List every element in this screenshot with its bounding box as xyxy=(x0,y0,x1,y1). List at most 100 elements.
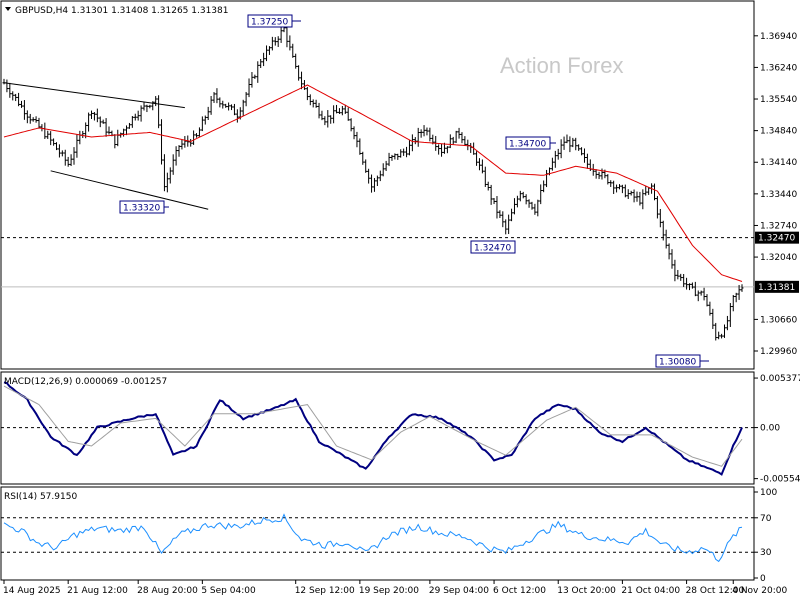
price-bar xyxy=(142,101,146,111)
price-bar xyxy=(57,144,61,158)
price-bar xyxy=(641,189,645,210)
price-bar xyxy=(667,243,671,260)
macd-axis-label: -0.005543 xyxy=(760,475,800,485)
price-bar xyxy=(174,146,178,166)
time-axis-label: 12 Sep 12:00 xyxy=(295,586,355,596)
price-bar xyxy=(387,152,391,167)
price-bar xyxy=(655,196,659,219)
price-bar xyxy=(475,151,479,166)
annotation-text: 1.30080 xyxy=(659,358,696,368)
price-bar xyxy=(699,290,703,296)
price-bar xyxy=(154,96,158,107)
price-bar xyxy=(197,127,201,137)
price-bar xyxy=(728,303,732,327)
price-bar xyxy=(556,148,560,160)
price-bar xyxy=(679,273,683,281)
price-bar xyxy=(288,35,292,51)
price-bar xyxy=(454,130,458,143)
price-bar xyxy=(28,113,32,124)
price-bar xyxy=(483,166,487,187)
price-annotation: 1.37250 xyxy=(247,14,301,28)
price-bar xyxy=(711,308,715,330)
price-bar xyxy=(370,174,374,193)
price-bar xyxy=(460,132,464,144)
price-bar xyxy=(279,27,283,43)
price-bar xyxy=(390,154,394,161)
price-bar xyxy=(734,292,738,303)
price-bar xyxy=(539,184,543,205)
time-axis-label: 4 Nov 20:00 xyxy=(732,586,787,596)
price-bar xyxy=(95,108,99,123)
price-bar xyxy=(22,100,26,120)
price-bar xyxy=(46,130,50,139)
price-bar xyxy=(291,43,295,58)
price-bar xyxy=(489,184,493,205)
price-bar xyxy=(580,147,584,156)
macd-signal-line xyxy=(3,385,743,467)
current-price-tag-text: 1.31381 xyxy=(758,283,795,293)
price-bar xyxy=(399,149,403,158)
price-bar xyxy=(247,78,251,98)
rsi-axis-label: 30 xyxy=(760,548,772,558)
price-bar xyxy=(300,71,304,90)
price-bar xyxy=(232,103,236,116)
price-bar xyxy=(34,116,38,123)
price-bar xyxy=(495,196,499,219)
price-bar xyxy=(157,95,161,129)
price-bar xyxy=(337,108,341,114)
price-bar xyxy=(553,150,557,168)
price-bar xyxy=(215,88,219,104)
price-bar xyxy=(384,160,388,171)
symbol-dropdown-icon[interactable] xyxy=(5,7,11,11)
level-price-tag: 1.32470 xyxy=(755,231,799,244)
price-bar xyxy=(416,127,420,147)
price-bar xyxy=(364,159,368,173)
price-bar xyxy=(180,139,184,150)
annotation-box xyxy=(655,354,701,368)
price-bar xyxy=(615,184,619,193)
moving-average-line xyxy=(3,84,743,282)
price-bar xyxy=(507,214,511,235)
price-bar xyxy=(317,102,321,119)
price-bar xyxy=(209,95,213,115)
price-bar xyxy=(565,134,569,144)
price-bar xyxy=(256,61,260,83)
price-bar xyxy=(212,92,216,103)
price-bar xyxy=(402,148,406,156)
price-bar xyxy=(305,86,309,101)
price-bar xyxy=(87,112,91,132)
price-bar xyxy=(130,115,134,128)
price-bar xyxy=(731,294,735,312)
price-bar xyxy=(75,134,79,158)
price-axis-label: 1.30660 xyxy=(760,315,797,325)
price-bar xyxy=(521,191,525,199)
price-bar xyxy=(407,140,411,156)
price-bar xyxy=(585,153,589,169)
price-bar xyxy=(518,190,522,202)
price-axis-label: 1.29960 xyxy=(760,347,797,357)
price-bar xyxy=(542,180,546,193)
price-bar xyxy=(597,171,601,180)
time-axis-label: 28 Oct 12:00 xyxy=(686,586,745,596)
price-bar xyxy=(230,104,234,111)
price-bar xyxy=(498,210,502,219)
price-bar xyxy=(524,194,528,205)
price-bar xyxy=(480,159,484,174)
rsi-axis-label: 70 xyxy=(760,514,772,524)
annotation-text: 1.32470 xyxy=(474,244,511,254)
price-bar xyxy=(200,116,204,132)
price-bar xyxy=(661,220,665,241)
macd-axis-label: 0.005377 xyxy=(760,374,800,384)
price-bar xyxy=(737,284,741,300)
price-bar xyxy=(536,199,540,217)
annotation-text: 1.33320 xyxy=(123,204,160,214)
time-axis-label: 21 Aug 12:00 xyxy=(67,586,128,596)
price-bar xyxy=(66,156,70,167)
price-annotation: 1.32470 xyxy=(470,240,516,254)
price-bar xyxy=(515,195,519,208)
price-bar xyxy=(221,100,225,109)
price-bar xyxy=(448,134,452,149)
price-bar xyxy=(381,163,385,177)
price-bar xyxy=(139,105,143,122)
price-bar xyxy=(635,191,639,202)
